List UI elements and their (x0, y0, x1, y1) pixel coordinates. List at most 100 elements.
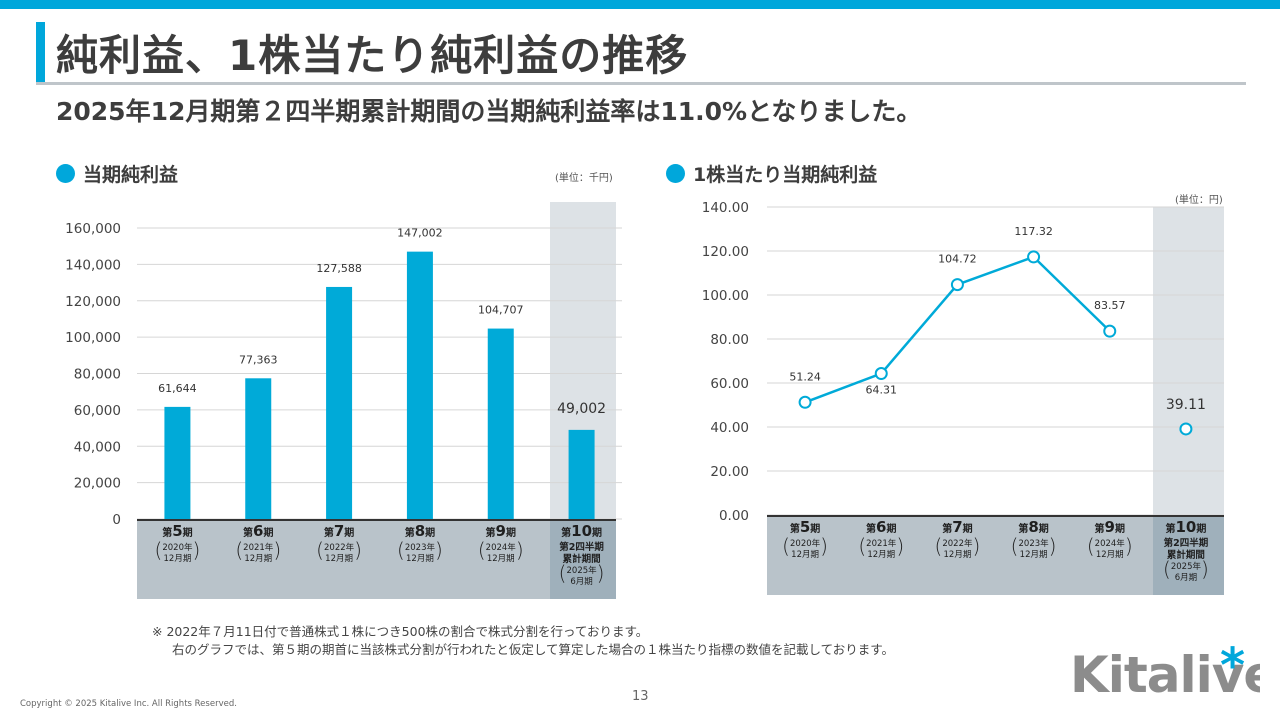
svg-text:): ) (435, 538, 443, 562)
page-number: 13 (632, 689, 649, 704)
title-divider (36, 82, 1246, 85)
footnote: ※ 2022年７月11日付で普通株式１株につき500株の割合で株式分割を行ってお… (152, 623, 894, 659)
svg-text:): ) (973, 534, 981, 558)
svg-text:2025年: 2025年 (1171, 561, 1202, 572)
svg-text:(: ( (1011, 534, 1019, 558)
svg-text:): ) (896, 534, 904, 558)
data-point (1027, 250, 1041, 264)
svg-text:2024年: 2024年 (1095, 538, 1126, 549)
svg-text:(: ( (397, 538, 405, 562)
svg-text:): ) (1049, 534, 1057, 558)
bar-value-label: 147,002 (397, 227, 443, 240)
y-tick-label: 80,000 (74, 367, 121, 383)
svg-text:2023年: 2023年 (405, 542, 436, 553)
svg-text:(: ( (858, 534, 866, 558)
bar-value-label: 104,707 (478, 304, 524, 317)
svg-text:第2四半期: 第2四半期 (1164, 537, 1209, 549)
point-value-label: 51.24 (789, 370, 821, 383)
svg-text:): ) (273, 538, 281, 562)
svg-text:第5期: 第5期 (162, 522, 192, 540)
svg-text:第7期: 第7期 (942, 518, 972, 536)
svg-text:2024年: 2024年 (486, 542, 517, 553)
svg-text:第2四半期: 第2四半期 (559, 541, 604, 553)
svg-text:第6期: 第6期 (866, 518, 896, 536)
bar (164, 406, 191, 519)
eps-heading-text: 1株当たり当期純利益 (693, 164, 878, 186)
y-tick-label: 120,000 (65, 294, 121, 310)
svg-text:12月期: 12月期 (164, 554, 192, 564)
eps-unit: (単位：円) (1175, 195, 1223, 206)
copyright: Copyright © 2025 Kitalive Inc. All Right… (20, 699, 237, 709)
point-value-label: 39.11 (1166, 397, 1206, 413)
logo-wordmark: Kitalive (1070, 646, 1260, 702)
svg-text:累計期間: 累計期間 (1167, 549, 1205, 561)
bar-value-label: 127,588 (316, 262, 362, 275)
x-axis-band-highlight (1153, 516, 1224, 595)
y-tick-label: 140.00 (702, 200, 749, 216)
point-value-label: 117.32 (1014, 225, 1053, 238)
svg-text:6月期: 6月期 (570, 577, 592, 587)
svg-text:(: ( (1163, 557, 1171, 581)
highlight-column (1153, 207, 1224, 515)
bar (487, 328, 514, 519)
eps-heading: 1株当たり当期純利益 (666, 160, 877, 187)
bar (245, 378, 272, 519)
svg-text:2025年: 2025年 (567, 565, 598, 576)
page-title: 純利益、1株当たり純利益の推移 (56, 31, 689, 80)
y-tick-label: 100,000 (65, 330, 121, 346)
bar-value-label: 77,363 (239, 353, 278, 366)
svg-text:2022年: 2022年 (942, 538, 973, 549)
bar-value-label: 49,002 (557, 401, 606, 417)
svg-text:6月期: 6月期 (1175, 573, 1197, 583)
svg-text:第9期: 第9期 (486, 522, 516, 540)
bullet-dot-icon (666, 164, 685, 183)
svg-text:(: ( (559, 561, 567, 585)
svg-text:2022年: 2022年 (324, 542, 355, 553)
svg-text:第6期: 第6期 (243, 522, 273, 540)
y-tick-label: 60,000 (74, 403, 121, 419)
net-income-heading: 当期純利益 (56, 160, 178, 187)
x-axis-band (137, 520, 550, 599)
logo-asterisk-icon: * (1220, 642, 1245, 694)
point-value-label: 83.57 (1094, 299, 1126, 312)
x-axis-band (767, 516, 1153, 595)
svg-text:): ) (820, 534, 828, 558)
y-tick-label: 120.00 (702, 244, 749, 260)
svg-text:): ) (516, 538, 524, 562)
y-tick-label: 0.00 (719, 508, 749, 524)
svg-text:2021年: 2021年 (243, 542, 274, 553)
svg-text:(: ( (155, 538, 163, 562)
svg-text:(: ( (478, 538, 486, 562)
data-point (1179, 422, 1193, 436)
y-tick-label: 20.00 (710, 464, 749, 480)
svg-text:第9期: 第9期 (1095, 518, 1125, 536)
svg-text:): ) (354, 538, 362, 562)
svg-text:): ) (597, 561, 605, 585)
y-tick-label: 20,000 (74, 476, 121, 492)
bar (568, 429, 595, 519)
y-tick-label: 60.00 (710, 376, 749, 392)
y-tick-label: 40,000 (74, 439, 121, 455)
svg-text:12月期: 12月期 (406, 554, 434, 564)
svg-text:第10期: 第10期 (561, 522, 602, 540)
point-value-label: 64.31 (866, 384, 898, 397)
svg-text:累計期間: 累計期間 (563, 553, 601, 565)
y-tick-label: 160,000 (65, 221, 121, 237)
svg-text:2023年: 2023年 (1019, 538, 1050, 549)
point-value-label: 104.72 (938, 253, 977, 266)
svg-text:第8期: 第8期 (1018, 518, 1048, 536)
y-tick-label: 80.00 (710, 332, 749, 348)
data-point (798, 395, 812, 409)
